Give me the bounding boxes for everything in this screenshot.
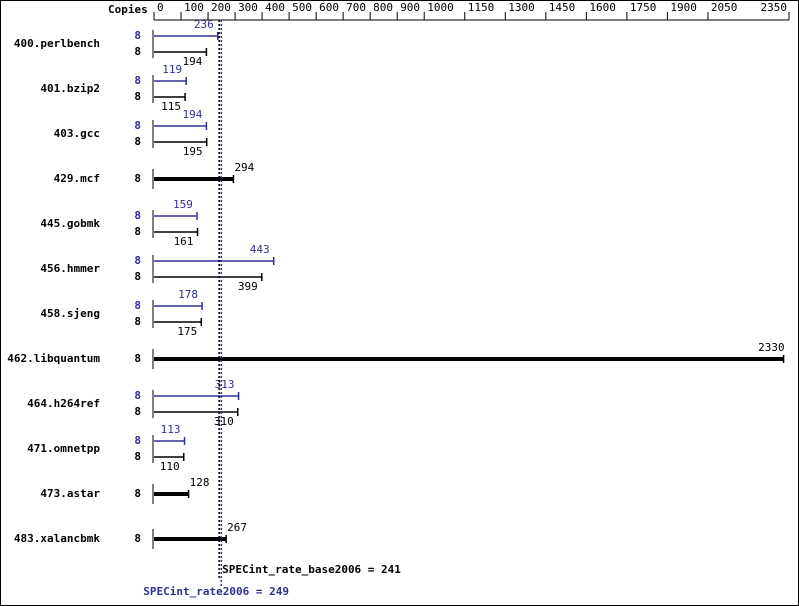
copies-label: 8	[134, 29, 141, 42]
copies-label: 8	[134, 299, 141, 312]
x-tick-label: 1750	[630, 1, 657, 14]
value-label: 161	[174, 235, 194, 248]
copies-label: 8	[134, 209, 141, 222]
x-tick-label: 2350	[761, 1, 788, 14]
copies-header: Copies	[108, 3, 148, 16]
value-label: 194	[182, 55, 202, 68]
value-label: 175	[177, 325, 197, 338]
reference-label: SPECint_rate2006 = 249	[143, 585, 289, 598]
value-label: 2330	[758, 341, 785, 354]
value-label: 110	[160, 460, 180, 473]
copies-label: 8	[134, 90, 141, 103]
category-label: 462.libquantum	[7, 352, 100, 365]
category-label: 464.h264ref	[27, 397, 100, 410]
x-tick-label: 600	[319, 1, 339, 14]
value-label: 399	[238, 280, 258, 293]
value-label: 178	[178, 288, 198, 301]
copies-label: 8	[134, 434, 141, 447]
category-label: 403.gcc	[54, 127, 100, 140]
copies-label: 8	[134, 172, 141, 185]
value-label: 195	[183, 145, 203, 158]
x-tick-label: 100	[184, 1, 204, 14]
value-label: 194	[182, 108, 202, 121]
copies-label: 8	[134, 135, 141, 148]
value-label: 159	[173, 198, 193, 211]
copies-label: 8	[134, 45, 141, 58]
category-label: 445.gobmk	[40, 217, 100, 230]
copies-label: 8	[134, 352, 141, 365]
category-label: 456.hmmer	[40, 262, 100, 275]
x-tick-label: 1000	[427, 1, 454, 14]
copies-label: 8	[134, 225, 141, 238]
x-tick-label: 300	[238, 1, 258, 14]
category-label: 473.astar	[40, 487, 100, 500]
x-tick-label: 1450	[549, 1, 576, 14]
category-label: 401.bzip2	[40, 82, 100, 95]
x-tick-label: 400	[265, 1, 285, 14]
value-label: 128	[190, 476, 210, 489]
copies-label: 8	[134, 487, 141, 500]
copies-label: 8	[134, 315, 141, 328]
copies-label: 8	[134, 532, 141, 545]
x-tick-label: 1600	[589, 1, 616, 14]
copies-label: 8	[134, 450, 141, 463]
category-label: 400.perlbench	[14, 37, 100, 50]
category-label: 471.omnetpp	[27, 442, 100, 455]
x-tick-label: 0	[157, 1, 164, 14]
value-label: 267	[227, 521, 247, 534]
category-label: 483.xalancbmk	[14, 532, 100, 545]
value-label: 119	[162, 63, 182, 76]
reference-label: SPECint_rate_base2006 = 241	[222, 563, 401, 576]
x-tick-label: 1900	[670, 1, 697, 14]
x-tick-label: 1150	[468, 1, 495, 14]
copies-label: 8	[134, 119, 141, 132]
x-tick-label: 900	[400, 1, 420, 14]
value-label: 236	[194, 18, 214, 31]
value-label: 115	[161, 100, 181, 113]
value-label: 313	[215, 378, 235, 391]
copies-label: 8	[134, 74, 141, 87]
copies-label: 8	[134, 254, 141, 267]
x-tick-label: 1300	[508, 1, 535, 14]
value-label: 294	[234, 161, 254, 174]
value-label: 443	[250, 243, 270, 256]
x-tick-label: 2050	[711, 1, 738, 14]
value-label: 113	[161, 423, 181, 436]
x-tick-label: 800	[373, 1, 393, 14]
value-label: 310	[214, 415, 234, 428]
copies-label: 8	[134, 270, 141, 283]
x-tick-label: 200	[211, 1, 231, 14]
category-label: 458.sjeng	[40, 307, 100, 320]
x-tick-label: 500	[292, 1, 312, 14]
x-tick-label: 700	[346, 1, 366, 14]
category-label: 429.mcf	[54, 172, 100, 185]
copies-label: 8	[134, 389, 141, 402]
copies-label: 8	[134, 405, 141, 418]
